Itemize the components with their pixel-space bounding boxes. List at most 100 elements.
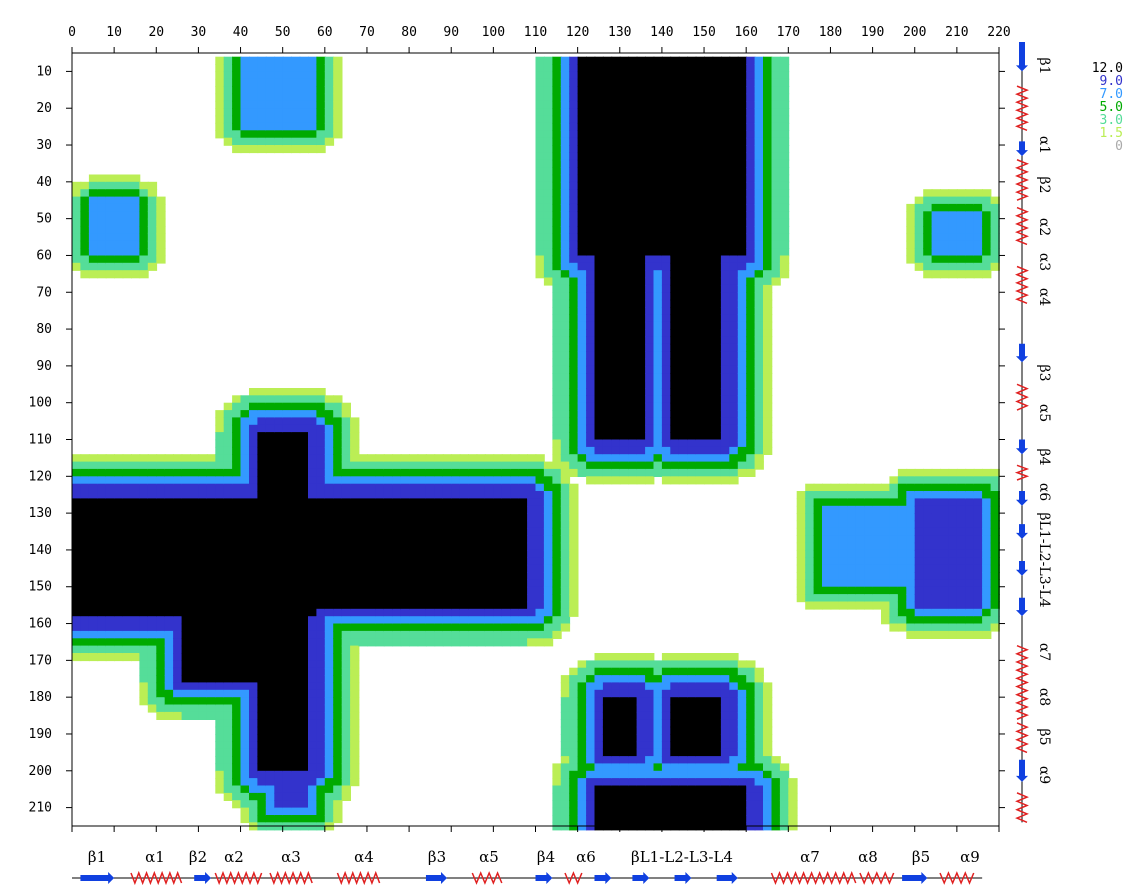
heatmap-cell xyxy=(240,535,250,544)
heatmap-cell xyxy=(341,616,351,625)
heatmap-cell xyxy=(720,122,731,131)
heatmap-cell xyxy=(257,513,267,522)
heatmap-cell xyxy=(476,498,486,507)
heatmap-cell xyxy=(324,682,335,691)
heatmap-cell xyxy=(695,476,705,485)
heatmap-cell xyxy=(594,108,604,117)
heatmap-cell xyxy=(678,358,689,367)
heatmap-cell xyxy=(257,608,267,617)
heatmap-cell xyxy=(645,122,655,131)
heatmap-cell xyxy=(779,240,790,249)
heatmap-cell xyxy=(510,527,520,536)
heatmap-cell xyxy=(695,704,705,713)
heatmap-cell xyxy=(611,719,621,728)
heatmap-cell xyxy=(687,719,697,728)
heatmap-cell xyxy=(257,56,267,65)
heatmap-cell xyxy=(299,594,309,603)
heatmap-cell xyxy=(687,329,697,338)
heatmap-cell xyxy=(341,756,351,765)
heatmap-cell xyxy=(619,439,630,448)
heatmap-cell xyxy=(611,299,621,308)
heatmap-cell xyxy=(535,579,545,588)
heatmap-cell xyxy=(586,233,596,242)
heatmap-cell xyxy=(501,616,512,625)
heatmap-cell xyxy=(619,64,630,73)
heatmap-cell xyxy=(105,240,115,249)
heatmap-cell xyxy=(190,697,200,706)
heatmap-cell xyxy=(611,174,621,183)
heatmap-cell xyxy=(737,152,748,161)
heatmap-cell xyxy=(459,638,469,647)
heatmap-cell xyxy=(729,388,739,397)
heatmap-cell xyxy=(678,351,689,360)
heatmap-cell xyxy=(670,446,680,455)
heatmap-cell xyxy=(552,240,562,249)
heatmap-cell xyxy=(653,240,663,249)
heatmap-cell xyxy=(215,660,225,669)
heatmap-cell xyxy=(324,586,335,595)
heatmap-cell xyxy=(754,336,764,345)
heatmap-cell xyxy=(822,549,832,558)
heatmap-cell xyxy=(308,734,318,743)
heatmap-cell xyxy=(341,763,351,772)
heatmap-cell xyxy=(586,137,596,146)
heatmap-cell xyxy=(628,358,638,367)
heatmap-cell xyxy=(628,174,638,183)
heatmap-cell xyxy=(670,432,680,441)
heatmap-cell xyxy=(215,608,225,617)
heatmap-cell xyxy=(586,461,596,470)
heatmap-cell xyxy=(164,579,174,588)
heatmap-cell xyxy=(367,520,377,529)
heatmap-cell xyxy=(720,726,731,735)
heatmap-cell xyxy=(569,535,579,544)
heatmap-cell xyxy=(897,483,908,492)
heatmap-cell xyxy=(552,630,562,639)
heatmap-cell xyxy=(704,358,714,367)
heatmap-cell xyxy=(274,56,284,65)
heatmap-cell xyxy=(215,505,225,514)
heatmap-cell xyxy=(249,689,259,698)
heatmap-cell xyxy=(249,748,259,757)
heatmap-cell xyxy=(88,505,99,514)
heatmap-cell xyxy=(434,564,444,573)
heatmap-cell xyxy=(763,130,773,139)
heatmap-cell xyxy=(240,586,250,595)
heatmap-cell xyxy=(173,535,183,544)
heatmap-cell xyxy=(80,461,90,470)
heatmap-cell xyxy=(442,461,453,470)
heatmap-cell xyxy=(308,594,318,603)
heatmap-cell xyxy=(737,410,748,419)
heatmap-cell xyxy=(324,572,335,581)
heatmap-cell xyxy=(687,365,697,374)
heatmap-cell xyxy=(636,145,646,154)
heatmap-cell xyxy=(535,270,545,279)
heatmap-cell xyxy=(308,137,318,146)
heatmap-cell xyxy=(114,616,124,625)
heatmap-cell xyxy=(131,601,141,610)
heatmap-cell xyxy=(569,395,579,404)
heatmap-cell xyxy=(198,483,208,492)
heatmap-cell xyxy=(291,756,301,765)
heatmap-cell xyxy=(333,756,343,765)
heatmap-cell xyxy=(779,64,790,73)
heatmap-cell xyxy=(889,586,899,595)
heatmap-cell xyxy=(316,594,326,603)
heatmap-cell xyxy=(308,513,318,522)
heatmap-cell xyxy=(367,564,377,573)
heatmap-cell xyxy=(847,572,857,581)
heatmap-cell xyxy=(864,505,874,514)
heatmap-cell xyxy=(484,616,495,625)
heatmap-cell xyxy=(282,520,292,529)
heatmap-cell xyxy=(594,226,604,235)
heatmap-cell xyxy=(535,255,545,264)
heatmap-cell xyxy=(838,483,849,492)
heatmap-cell xyxy=(687,734,697,743)
heatmap-cell xyxy=(181,483,191,492)
heatmap-cell xyxy=(552,277,562,286)
heatmap-cell xyxy=(206,483,217,492)
heatmap-cell xyxy=(586,299,596,308)
heatmap-cell xyxy=(122,557,132,566)
heatmap-cell xyxy=(291,439,301,448)
heatmap-cell xyxy=(636,763,646,772)
heatmap-cell xyxy=(645,71,655,80)
